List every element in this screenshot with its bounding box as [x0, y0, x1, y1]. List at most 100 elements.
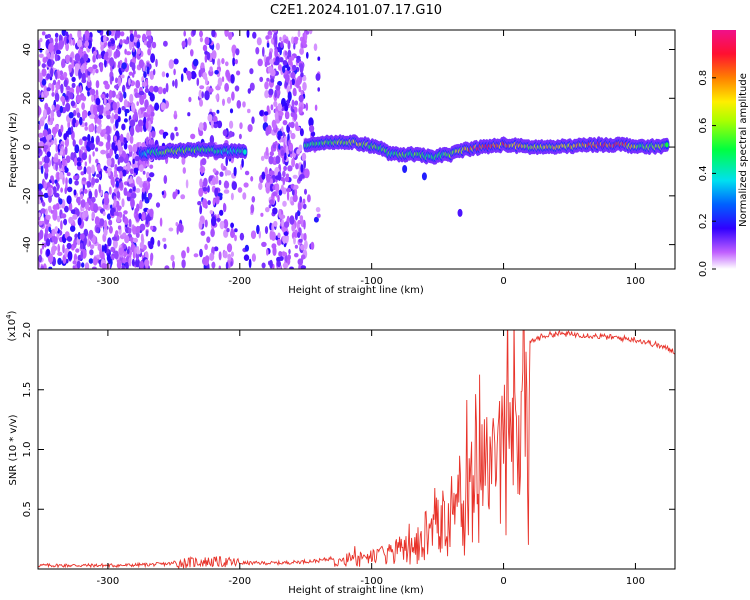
noise-speckle — [68, 112, 74, 119]
noise-speckle — [282, 65, 286, 73]
noise-speckle — [123, 91, 127, 99]
noise-speckle — [71, 68, 74, 75]
noise-speckle — [154, 102, 160, 111]
noise-speckle — [44, 146, 47, 153]
noise-speckle — [198, 122, 204, 131]
noise-speckle — [123, 99, 128, 108]
noise-speckle — [123, 118, 128, 123]
noise-speckle — [149, 85, 155, 93]
noise-speckle — [82, 211, 86, 220]
noise-speckle — [148, 193, 152, 200]
noise-speckle — [86, 166, 92, 175]
noise-speckle — [244, 170, 250, 176]
noise-speckle — [241, 158, 244, 168]
noise-speckle — [81, 262, 85, 268]
noise-speckle — [143, 71, 147, 78]
noise-speckle — [275, 84, 281, 91]
noise-speckle — [269, 259, 273, 269]
noise-speckle — [286, 66, 291, 71]
spectrogram-y-axis-label: Frequency (Hz) — [8, 112, 19, 188]
noise-speckle — [80, 242, 84, 250]
noise-speckle — [276, 260, 281, 268]
noise-speckle — [289, 215, 295, 225]
noise-speckle — [76, 157, 82, 162]
noise-speckle — [222, 129, 228, 137]
noise-speckle — [78, 138, 83, 146]
noise-speckle — [215, 94, 219, 100]
noise-speckle — [199, 99, 203, 107]
noise-speckle — [95, 68, 99, 74]
noise-speckle — [255, 47, 260, 55]
noise-speckle — [88, 190, 93, 199]
noise-speckle — [135, 225, 141, 234]
noise-speckle — [224, 180, 229, 188]
noise-speckle — [98, 141, 104, 147]
noise-speckle — [38, 124, 41, 130]
snr-x-ticks: -300 -200 -100 0 100 — [97, 330, 645, 587]
noise-speckle — [80, 250, 83, 260]
noise-speckle — [117, 107, 122, 115]
noise-speckle — [79, 116, 83, 126]
noise-speckle — [268, 155, 274, 165]
noise-speckle — [64, 35, 67, 46]
noise-speckle — [74, 144, 80, 154]
noise-speckle — [260, 212, 264, 217]
noise-speckle — [294, 253, 299, 258]
noise-speckle — [149, 172, 155, 178]
noise-speckle — [70, 225, 76, 232]
noise-speckle — [38, 53, 44, 58]
noise-speckle — [303, 219, 306, 230]
noise-speckle — [46, 73, 51, 80]
noise-speckle — [287, 91, 292, 102]
noise-speckle — [131, 62, 136, 71]
noise-speckle — [282, 235, 287, 244]
noise-speckle — [60, 220, 63, 231]
noise-speckle — [204, 243, 208, 250]
noise-speckle — [279, 214, 286, 219]
noise-speckle — [225, 261, 229, 269]
noise-speckle — [206, 51, 211, 61]
noise-speckle — [64, 31, 69, 37]
noise-speckle — [284, 102, 289, 112]
noise-speckle — [93, 203, 99, 214]
y-tick-label: -40 — [22, 236, 33, 252]
noise-speckle — [201, 158, 207, 166]
y-tick-label: 1.0 — [22, 442, 33, 458]
noise-speckle — [282, 262, 289, 269]
noise-speckle — [124, 39, 129, 45]
noise-speckle — [95, 147, 99, 152]
noise-speckle — [79, 233, 85, 240]
noise-speckle — [55, 70, 58, 80]
noise-speckle — [216, 217, 221, 222]
noise-speckle — [64, 165, 67, 171]
noise-speckle — [41, 78, 47, 86]
noise-speckle — [266, 42, 270, 48]
noise-speckle — [130, 198, 135, 208]
noise-speckle — [123, 244, 127, 249]
noise-speckle — [46, 181, 51, 188]
noise-speckle — [264, 226, 269, 234]
noise-speckle — [128, 218, 132, 228]
noise-speckle — [150, 106, 155, 112]
noise-speckle — [260, 155, 265, 161]
noise-speckle — [316, 213, 321, 218]
noise-speckle — [65, 95, 69, 101]
noise-speckle — [121, 198, 125, 208]
noise-speckle — [198, 129, 204, 137]
noise-speckle — [113, 199, 117, 207]
noise-speckle — [64, 146, 68, 156]
noise-speckle — [76, 161, 82, 167]
noise-speckle — [59, 70, 64, 76]
noise-speckle — [134, 92, 139, 99]
y-tick-label: 20 — [22, 92, 33, 105]
noise-speckle — [40, 265, 44, 269]
noise-speckle — [290, 71, 296, 79]
signal-outlier — [402, 165, 408, 174]
noise-speckle — [38, 183, 43, 190]
noise-speckle — [45, 238, 51, 247]
snr-frame — [37, 329, 676, 570]
noise-speckle — [183, 30, 186, 37]
noise-speckle — [38, 132, 44, 139]
noise-speckle — [229, 120, 234, 129]
